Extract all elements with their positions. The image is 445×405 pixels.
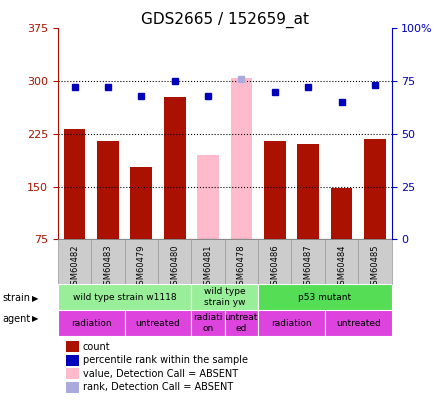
Text: radiation: radiation bbox=[271, 318, 312, 328]
Bar bbox=[364, 139, 386, 239]
Bar bbox=[91, 239, 125, 284]
Bar bbox=[191, 310, 225, 336]
Bar bbox=[158, 239, 191, 284]
Text: GSM60480: GSM60480 bbox=[170, 245, 179, 290]
Title: GDS2665 / 152659_at: GDS2665 / 152659_at bbox=[141, 12, 309, 28]
Text: p53 mutant: p53 mutant bbox=[298, 292, 352, 302]
Text: percentile rank within the sample: percentile rank within the sample bbox=[83, 355, 248, 365]
Text: GSM60481: GSM60481 bbox=[203, 245, 213, 290]
Text: radiati
on: radiati on bbox=[193, 313, 223, 333]
Text: rank, Detection Call = ABSENT: rank, Detection Call = ABSENT bbox=[83, 382, 233, 392]
Bar bbox=[297, 145, 319, 239]
Text: wild type
strain yw: wild type strain yw bbox=[204, 288, 246, 307]
Text: GSM60486: GSM60486 bbox=[270, 245, 279, 290]
Text: ▶: ▶ bbox=[32, 294, 39, 303]
Text: GSM60484: GSM60484 bbox=[337, 245, 346, 290]
Bar bbox=[125, 239, 158, 284]
Bar bbox=[164, 97, 186, 239]
Bar bbox=[191, 239, 225, 284]
Bar bbox=[58, 310, 125, 336]
Bar bbox=[358, 239, 392, 284]
Bar bbox=[325, 239, 358, 284]
Bar bbox=[197, 155, 219, 239]
Text: untreated: untreated bbox=[336, 318, 380, 328]
Bar bbox=[66, 341, 79, 352]
Bar bbox=[231, 78, 252, 239]
Bar bbox=[58, 239, 91, 284]
Bar bbox=[225, 239, 258, 284]
Bar bbox=[258, 284, 392, 310]
Bar bbox=[291, 239, 325, 284]
Text: wild type strain w1118: wild type strain w1118 bbox=[73, 292, 176, 302]
Text: GSM60478: GSM60478 bbox=[237, 245, 246, 290]
Text: untreated: untreated bbox=[136, 318, 180, 328]
Text: untreat
ed: untreat ed bbox=[225, 313, 258, 333]
Text: GSM60479: GSM60479 bbox=[137, 245, 146, 290]
Text: GSM60485: GSM60485 bbox=[370, 245, 380, 290]
Text: ▶: ▶ bbox=[32, 314, 39, 323]
Text: value, Detection Call = ABSENT: value, Detection Call = ABSENT bbox=[83, 369, 238, 379]
Bar bbox=[66, 368, 79, 379]
Text: agent: agent bbox=[2, 314, 30, 324]
Bar bbox=[258, 310, 325, 336]
Text: GSM60487: GSM60487 bbox=[303, 245, 313, 290]
Text: GSM60483: GSM60483 bbox=[103, 245, 113, 290]
Bar bbox=[97, 141, 119, 239]
Bar bbox=[325, 310, 392, 336]
Bar bbox=[191, 284, 258, 310]
Bar bbox=[130, 167, 152, 239]
Text: GSM60482: GSM60482 bbox=[70, 245, 79, 290]
Bar bbox=[66, 382, 79, 392]
Text: radiation: radiation bbox=[71, 318, 112, 328]
Bar bbox=[264, 141, 286, 239]
Text: count: count bbox=[83, 342, 110, 352]
Bar bbox=[331, 188, 352, 239]
Bar bbox=[258, 239, 291, 284]
Bar bbox=[66, 355, 79, 366]
Bar bbox=[125, 310, 191, 336]
Bar bbox=[64, 129, 85, 239]
Text: strain: strain bbox=[2, 294, 30, 303]
Bar bbox=[58, 284, 191, 310]
Bar bbox=[225, 310, 258, 336]
